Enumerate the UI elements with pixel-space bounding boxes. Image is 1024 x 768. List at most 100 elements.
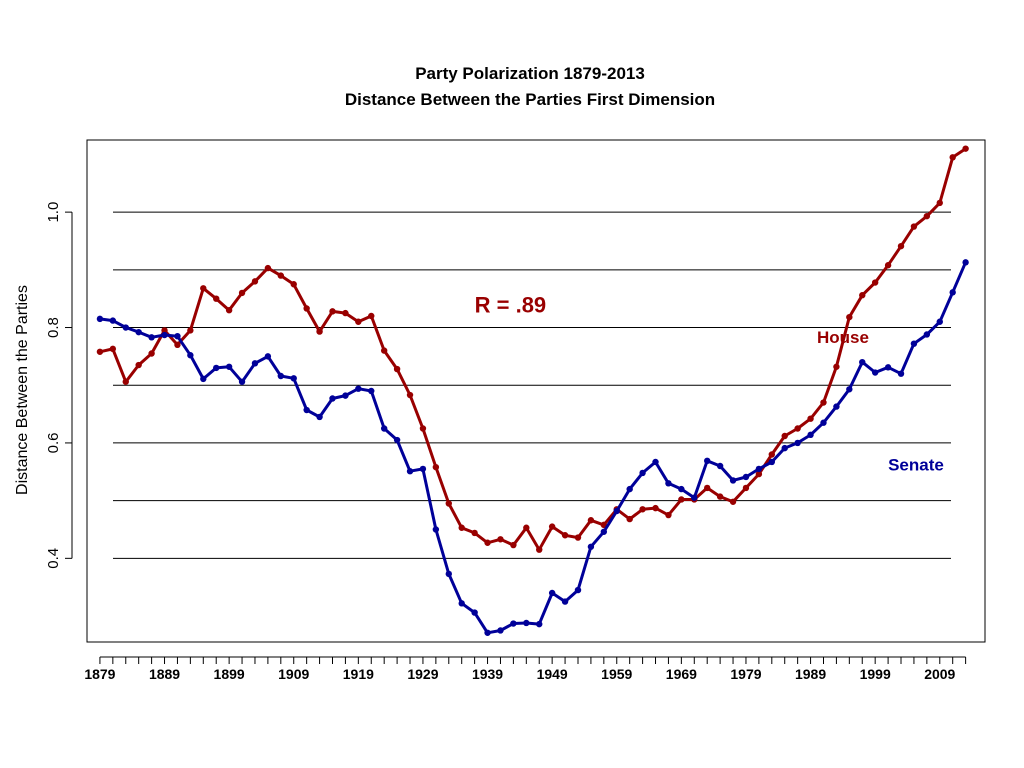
- senate-data-point: [665, 480, 672, 487]
- x-tick-label: 2009: [924, 666, 955, 682]
- house-data-point: [807, 415, 814, 422]
- house-data-point: [122, 378, 129, 385]
- house-data-point: [161, 327, 168, 334]
- x-tick-label: 1989: [795, 666, 826, 682]
- house-data-point: [704, 484, 711, 492]
- senate-data-point: [484, 629, 491, 636]
- y-tick-label: 0.4: [45, 548, 62, 569]
- senate-series-line: [99, 261, 967, 635]
- senate-data-point: [432, 526, 440, 533]
- house-data-point: [342, 309, 349, 317]
- house-data-point: [729, 498, 737, 505]
- senate-data-point: [200, 375, 207, 383]
- house-data-point: [949, 154, 956, 161]
- house-data-point: [484, 539, 491, 546]
- house-data-point: [923, 212, 931, 220]
- house-data-point: [561, 532, 569, 539]
- senate-data-point: [807, 431, 814, 439]
- senate-data-point: [859, 358, 866, 366]
- house-data-point: [884, 262, 892, 269]
- x-tick-label: 1939: [472, 666, 503, 682]
- senate-data-point: [587, 543, 595, 550]
- house-data-point: [148, 350, 155, 357]
- house-data-point: [781, 432, 788, 440]
- senate-data-point: [626, 485, 633, 493]
- x-tick-label: 1879: [84, 666, 115, 682]
- senate-data-point: [561, 598, 569, 605]
- senate-data-point: [742, 473, 750, 481]
- senate-data-point: [846, 386, 853, 393]
- house-data-point: [510, 541, 517, 549]
- house-data-point: [548, 523, 556, 530]
- y-tick-label: 0.6: [45, 433, 62, 454]
- house-data-point: [225, 307, 233, 314]
- house-data-point: [406, 391, 414, 399]
- senate-data-point: [161, 331, 168, 339]
- senate-data-point: [949, 289, 956, 296]
- correlation-annotation: R = .89: [475, 293, 547, 318]
- house-data-point: [251, 278, 259, 285]
- chart-title: Party Polarization 1879-2013: [415, 64, 645, 83]
- house-data-point: [290, 281, 297, 288]
- house-data-point: [871, 279, 879, 286]
- x-tick-label: 1959: [601, 666, 632, 682]
- senate-data-point: [251, 360, 259, 367]
- senate-data-point: [419, 465, 427, 473]
- house-data-point: [962, 145, 969, 152]
- house-data-point: [497, 536, 504, 543]
- house-data-point: [910, 223, 918, 230]
- y-tick-label: 0.8: [45, 317, 62, 338]
- senate-data-point: [96, 315, 104, 323]
- senate-data-point: [639, 469, 646, 477]
- senate-data-point: [380, 425, 388, 432]
- house-data-point: [238, 289, 246, 297]
- house-data-point: [626, 515, 633, 523]
- senate-data-point: [691, 494, 698, 501]
- x-tick-label: 1929: [407, 666, 438, 682]
- senate-data-point: [755, 465, 763, 473]
- house-data-point: [174, 341, 181, 349]
- senate-data-point: [833, 403, 840, 410]
- senate-data-point: [936, 318, 943, 325]
- x-tick-label: 1909: [278, 666, 309, 682]
- house-data-point: [264, 264, 272, 272]
- house-data-point: [213, 295, 220, 302]
- senate-data-point: [548, 589, 556, 597]
- house-data-point: [897, 242, 905, 250]
- senate-data-point: [600, 528, 608, 535]
- senate-data-point: [536, 620, 543, 628]
- senate-data-point: [781, 444, 788, 452]
- house-series-label: House: [817, 328, 869, 347]
- house-data-point: [574, 534, 582, 541]
- house-data-point: [458, 524, 465, 531]
- house-data-point: [432, 463, 440, 471]
- house-data-point: [316, 328, 323, 335]
- house-data-point: [200, 285, 207, 292]
- x-tick-label: 1919: [343, 666, 374, 682]
- house-data-point: [716, 493, 724, 500]
- house-data-point: [652, 504, 659, 512]
- senate-data-point: [471, 609, 478, 616]
- senate-data-point: [820, 419, 827, 426]
- house-data-point: [536, 546, 543, 553]
- senate-data-point: [794, 439, 801, 447]
- house-data-point: [303, 305, 310, 312]
- senate-data-point: [290, 375, 297, 382]
- senate-data-point: [368, 387, 375, 395]
- senate-data-point: [458, 600, 465, 607]
- house-data-point: [523, 524, 530, 531]
- chart-subtitle: Distance Between the Parties First Dimen…: [344, 90, 716, 109]
- senate-data-point: [768, 458, 776, 466]
- y-tick-label: 1.0: [45, 202, 62, 223]
- senate-data-point: [910, 340, 918, 347]
- house-data-point: [368, 312, 375, 320]
- senate-data-point: [329, 395, 336, 402]
- house-data-point: [471, 529, 478, 537]
- senate-data-point: [678, 485, 685, 493]
- house-data-point: [859, 292, 866, 299]
- senate-data-point: [871, 369, 879, 376]
- senate-data-point: [729, 477, 737, 484]
- house-data-point: [109, 345, 117, 353]
- senate-data-point: [406, 468, 414, 475]
